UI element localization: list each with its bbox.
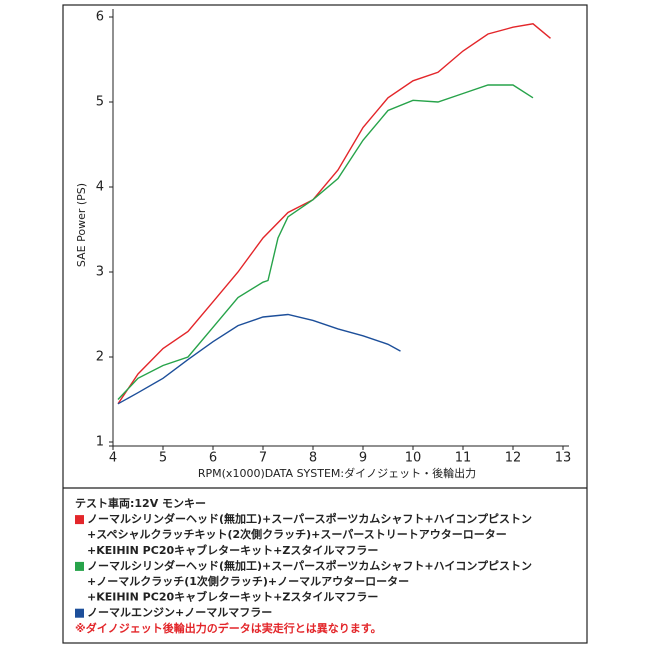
frame	[62, 4, 588, 644]
y-axis-label: SAE Power (PS)	[75, 183, 88, 267]
legend-swatch	[75, 515, 84, 525]
y-tick-label: 1	[96, 435, 104, 450]
legend-entry: ノーマルシリンダーヘッド(無加工)+スーパースポーツカムシャフト+ハイコンプピス…	[87, 512, 532, 526]
legend-swatch	[75, 561, 84, 571]
y-tick-label: 5	[96, 95, 104, 110]
y-tick-label: 6	[96, 10, 104, 25]
legend-entry-line: +KEIHIN PC20キャブレターキット+Zスタイルマフラー	[87, 543, 378, 557]
y-tick-label: 4	[96, 180, 104, 195]
x-tick-label: 5	[159, 451, 167, 466]
x-tick-label: 13	[555, 451, 572, 466]
legend-title: テスト車両:12V モンキー	[75, 496, 206, 510]
series-line	[117, 313, 401, 405]
legend-entry: ノーマルエンジン+ノーマルマフラー	[87, 606, 272, 619]
x-axis-label: RPM(x1000)DATA SYSTEM:ダイノジェット・後輪出力	[198, 466, 476, 480]
legend-swatch	[75, 608, 84, 618]
legend-entry-line: +スペシャルクラッチキット(2次側クラッチ)+スーパーストリートアウターローター	[87, 527, 507, 541]
legend-entry-line: +KEIHIN PC20キャブレターキット+Zスタイルマフラー	[87, 590, 378, 604]
x-tick-label: 9	[359, 451, 367, 466]
x-tick-label: 6	[209, 451, 217, 466]
series-line	[117, 84, 534, 400]
footnote: ※ダイノジェット後輪出力のデータは実走行とは異なります。	[75, 621, 382, 635]
y-tick-label: 2	[96, 350, 104, 365]
x-tick-label: 11	[455, 451, 472, 466]
x-tick-label: 4	[109, 451, 117, 466]
legend-entry-line: +ノーマルクラッチ(1次側クラッチ)+ノーマルアウターローター	[87, 574, 409, 588]
x-tick-label: 12	[505, 451, 522, 466]
x-tick-label: 10	[405, 451, 422, 466]
x-tick-label: 8	[309, 451, 317, 466]
y-tick-label: 3	[96, 265, 104, 280]
x-tick-label: 7	[259, 451, 267, 466]
series-line	[117, 23, 551, 405]
legend-entry: ノーマルシリンダーヘッド(無加工)+スーパースポーツカムシャフト+ハイコンプピス…	[87, 558, 532, 572]
